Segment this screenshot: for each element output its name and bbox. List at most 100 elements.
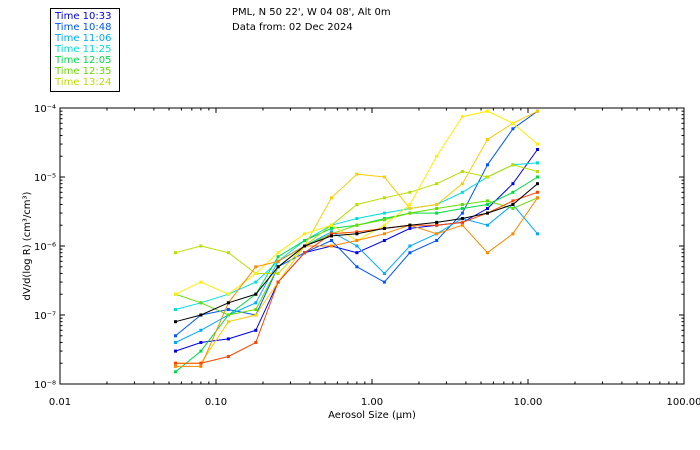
- data-point: [486, 163, 489, 167]
- data-point: [355, 223, 359, 227]
- data-point: [174, 370, 177, 374]
- data-point: [435, 182, 439, 186]
- data-point: [226, 251, 230, 255]
- y-axis-title: dV/d(log R) (cm³/cm³): [22, 191, 33, 300]
- data-point: [408, 226, 412, 230]
- data-point: [435, 207, 439, 210]
- data-point: [382, 239, 386, 242]
- data-point: [330, 196, 333, 200]
- y-tick-label: 10⁻⁷: [34, 311, 56, 322]
- data-point: [254, 313, 258, 317]
- data-point: [226, 355, 230, 358]
- data-point: [435, 211, 439, 215]
- data-point: [382, 226, 386, 230]
- y-tick-label: 10⁻⁵: [34, 173, 56, 184]
- data-point: [460, 217, 464, 220]
- data-point: [254, 341, 258, 344]
- data-point: [382, 272, 386, 275]
- data-point: [536, 196, 539, 200]
- data-point: [174, 334, 177, 338]
- data-point: [199, 313, 203, 317]
- data-point: [355, 265, 359, 269]
- date-label: Data from: 02 Dec 2024: [232, 22, 353, 33]
- data-point: [226, 301, 230, 305]
- data-point: [174, 364, 177, 368]
- x-axis-title: Aerosol Size (μm): [328, 410, 416, 421]
- data-point: [536, 142, 539, 146]
- data-point: [408, 223, 412, 227]
- data-point: [511, 199, 515, 203]
- data-point: [254, 280, 258, 284]
- data-point: [460, 211, 464, 215]
- y-tick-label: 10⁻⁶: [34, 242, 56, 253]
- data-point: [460, 203, 464, 206]
- y-tick-label: 10⁻⁸: [34, 380, 56, 391]
- series-8: [174, 109, 539, 365]
- data-point: [303, 232, 307, 236]
- location-label: PML, N 50 22', W 04 08', Alt 0m: [232, 7, 391, 18]
- data-point: [536, 109, 539, 113]
- data-point: [435, 154, 439, 158]
- data-point: [330, 223, 333, 227]
- data-point: [355, 217, 359, 220]
- series-line: [175, 176, 538, 373]
- data-point: [382, 232, 386, 236]
- data-point: [382, 280, 386, 284]
- data-point: [330, 239, 333, 242]
- data-point: [486, 251, 489, 255]
- data-point: [330, 244, 333, 248]
- data-point: [511, 127, 515, 131]
- data-point: [435, 239, 439, 242]
- data-point: [460, 207, 464, 210]
- data-point: [486, 138, 489, 141]
- x-tick-label: 1.00: [361, 397, 383, 408]
- data-point: [254, 265, 258, 269]
- data-point: [303, 244, 307, 248]
- data-point: [536, 148, 539, 151]
- legend-item: Time 10:48: [55, 22, 112, 33]
- data-point: [355, 172, 359, 176]
- data-point: [254, 272, 258, 275]
- data-point: [199, 364, 203, 368]
- data-point: [330, 232, 333, 236]
- data-point: [355, 232, 359, 236]
- data-point: [408, 244, 412, 248]
- data-point: [536, 182, 539, 186]
- data-point: [226, 337, 230, 341]
- data-point: [486, 203, 489, 206]
- data-point: [536, 161, 539, 165]
- data-point: [355, 244, 359, 248]
- data-point: [486, 175, 489, 179]
- y-tick-label: 10⁻⁴: [34, 104, 56, 115]
- data-point: [174, 308, 177, 311]
- data-point: [254, 308, 258, 311]
- data-point: [330, 226, 333, 230]
- data-point: [408, 203, 412, 206]
- data-point: [382, 223, 386, 227]
- data-point: [408, 207, 412, 210]
- data-point: [511, 163, 515, 167]
- data-point: [511, 190, 515, 194]
- data-point: [460, 223, 464, 227]
- data-point: [226, 308, 230, 311]
- data-point: [330, 230, 333, 234]
- data-point: [511, 232, 515, 236]
- data-point: [254, 292, 258, 296]
- data-point: [174, 361, 177, 365]
- legend-item: Time 12:05: [55, 55, 112, 66]
- data-point: [355, 230, 359, 234]
- data-point: [460, 220, 464, 224]
- data-point: [174, 320, 177, 324]
- series-4: [174, 161, 539, 311]
- data-point: [408, 211, 412, 215]
- legend: Time 10:33 Time 10:48 Time 11:06 Time 11:25…: [50, 8, 120, 92]
- chart-header: PML, N 50 22', W 04 08', Alt 0m Data fro…: [232, 5, 391, 35]
- data-point: [199, 301, 203, 305]
- legend-item: Time 10:33: [55, 11, 112, 22]
- data-point: [408, 190, 412, 194]
- data-point: [226, 292, 230, 296]
- data-point: [199, 280, 203, 284]
- x-tick-label: 100.00: [667, 397, 700, 408]
- data-point: [355, 203, 359, 206]
